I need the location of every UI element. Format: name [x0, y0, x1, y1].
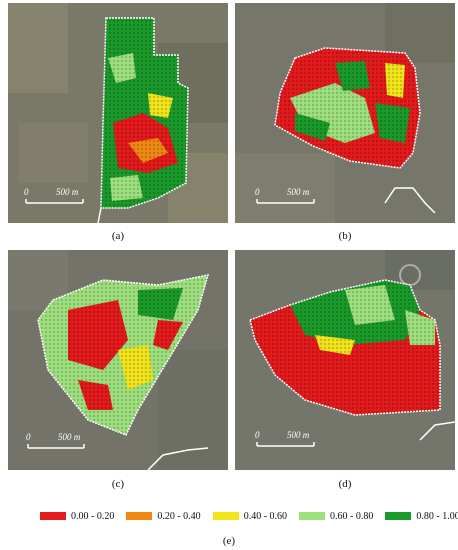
caption-c: (c) — [111, 478, 125, 490]
map-panel-c: 0 500 m — [8, 250, 228, 470]
legend-item: 0.20 - 0.40 — [126, 510, 201, 522]
legend-swatch — [126, 512, 153, 520]
caption-d: (d) — [338, 478, 352, 490]
legend-item: 0.40 - 0.60 — [212, 510, 288, 522]
caption-a: (a) — [111, 230, 125, 242]
scale-label-b: 500 m — [287, 187, 310, 197]
study-area-c — [37, 274, 210, 436]
study-area-a — [100, 17, 189, 209]
legend-label: 0.60 - 0.80 — [330, 510, 374, 522]
study-area-b — [274, 47, 421, 169]
scale-bar-d: 0 500 m — [255, 430, 315, 447]
map-panel-b: 0 500 m — [235, 3, 455, 223]
scale-zero-c: 0 — [26, 432, 31, 442]
map-b: 0 500 m — [235, 3, 455, 223]
map-d: 0 500 m — [235, 250, 455, 470]
legend-item: 0.00 - 0.20 — [40, 511, 114, 522]
legend-label: 0.20 - 0.40 — [157, 510, 201, 522]
scale-bar-c: 0 500 m — [26, 432, 85, 449]
legend-label: 0.80 - 1.00 — [416, 510, 458, 522]
map-panel-d: 0 500 m — [235, 250, 455, 470]
scale-zero-d: 0 — [255, 430, 260, 440]
legend-swatch — [385, 512, 412, 520]
legend-label: 0.40 - 0.60 — [243, 510, 288, 522]
scale-bar-b: 0 500 m — [255, 187, 315, 204]
legend-swatch — [40, 512, 66, 520]
scale-label-d: 500 m — [287, 430, 310, 440]
scale-zero-a: 0 — [24, 187, 29, 197]
map-a: 0 500 m — [8, 3, 228, 223]
scale-label-a: 500 m — [56, 187, 79, 197]
legend-swatch — [212, 512, 239, 520]
legend-item: 0.80 - 1.00 — [385, 511, 458, 522]
scale-label-c: 500 m — [58, 432, 81, 442]
legend-label: 0.00 - 0.20 — [71, 510, 115, 522]
legend-item: 0.60 - 0.80 — [299, 511, 373, 522]
legend-caption: (e) — [222, 535, 236, 547]
map-c: 0 500 m — [8, 250, 228, 470]
map-panel-a: 0 500 m — [8, 3, 228, 223]
legend-swatch — [299, 512, 326, 520]
caption-b: (b) — [338, 230, 352, 242]
legend: 0.00 - 0.20 0.20 - 0.40 0.40 - 0.60 0.60… — [40, 509, 458, 523]
study-area-d — [249, 279, 441, 416]
scale-bar-a: 0 500 m — [24, 187, 84, 204]
scale-zero-b: 0 — [255, 187, 260, 197]
